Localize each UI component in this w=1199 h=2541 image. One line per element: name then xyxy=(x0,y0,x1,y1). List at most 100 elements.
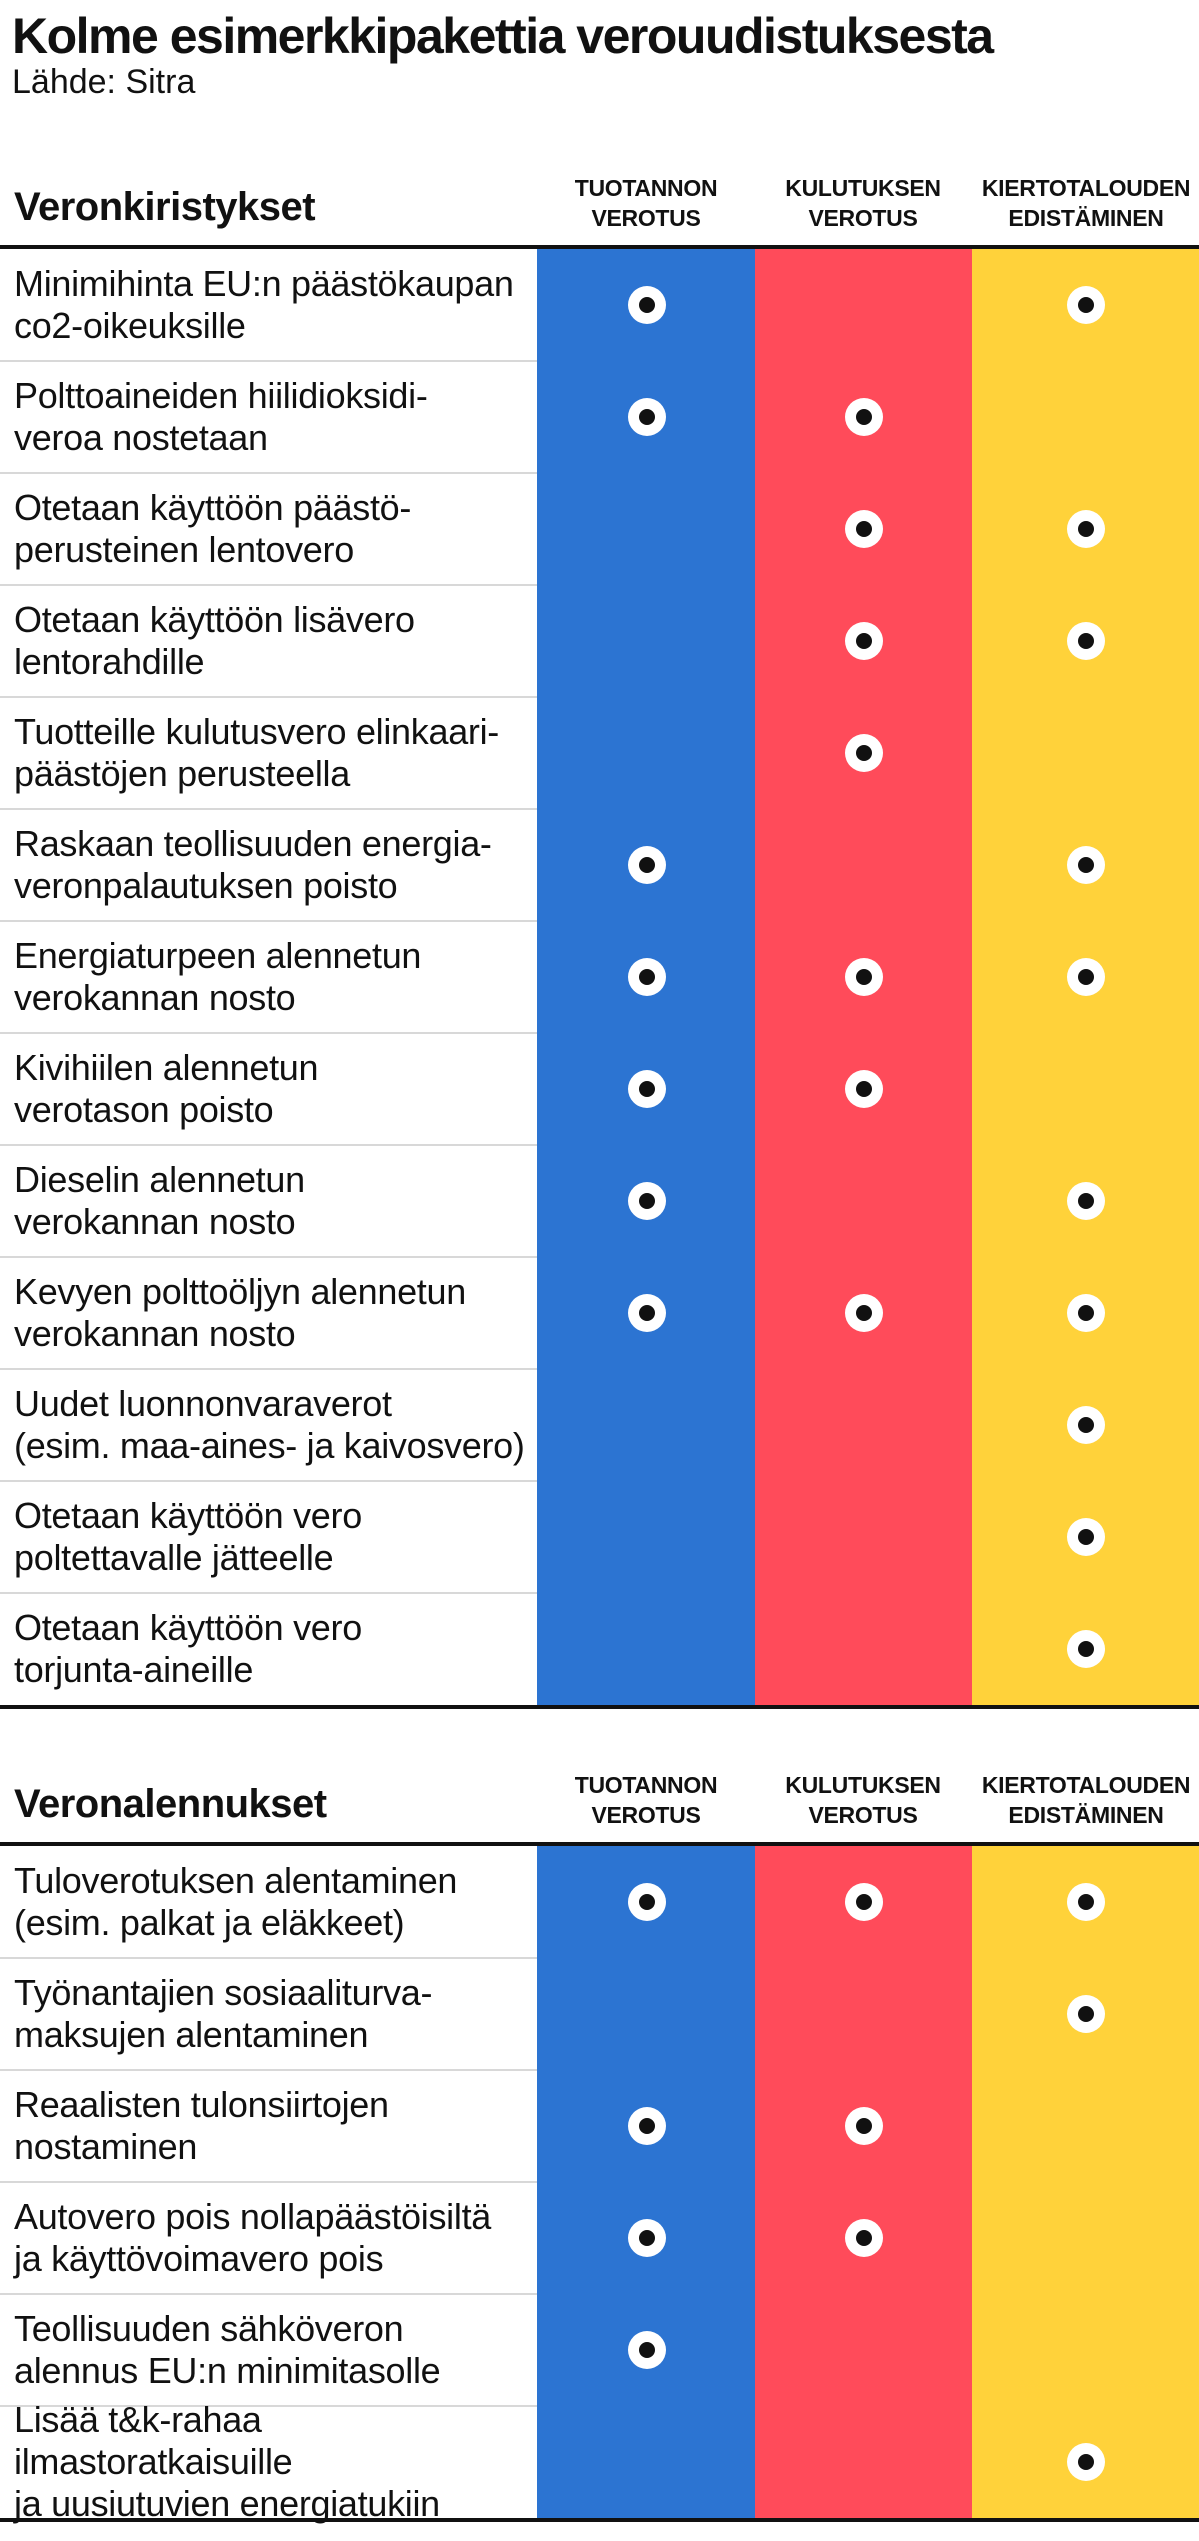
section-header: Veronalennukset TUOTANNON VEROTUS KULUTUKSE… xyxy=(0,1752,1199,1842)
row-divider xyxy=(0,1032,537,1034)
table-row: Otetaan käyttöön vero torjunta-aineille xyxy=(0,1593,1199,1705)
column-header-circular: KIERTOTALOUDEN EDISTÄMINEN xyxy=(973,1770,1199,1830)
row-label-line: Lisää t&k-rahaa ilmastoratkaisuille xyxy=(14,2399,293,2482)
mark-dot-circular xyxy=(1067,958,1105,996)
mark-dot-circular xyxy=(1067,1182,1105,1220)
row-label-line: verokannan nosto xyxy=(14,1201,296,1242)
column-header-line: TUOTANNON xyxy=(574,1772,718,1798)
row-label: Uudet luonnonvaraverot (esim. maa-aines- … xyxy=(14,1369,534,1481)
table-row: Autovero pois nollapäästöisiltä ja käyttö… xyxy=(0,2182,1199,2294)
column-header-consumption: KULUTUKSEN VEROTUS xyxy=(753,173,973,233)
row-divider xyxy=(0,584,537,586)
column-header-production: TUOTANNON VEROTUS xyxy=(536,173,756,233)
mark-dot-circular xyxy=(1067,2443,1105,2481)
row-label-line: maksujen alentaminen xyxy=(14,2014,369,2055)
row-label-line: Uudet luonnonvaraverot xyxy=(14,1383,392,1424)
row-divider xyxy=(0,472,537,474)
table-bottom-rule xyxy=(0,2518,1199,2522)
source-line: Lähde: Sitra xyxy=(12,63,196,101)
column-bar-consumption xyxy=(755,1846,972,2518)
row-label: Otetaan käyttöön vero torjunta-aineille xyxy=(14,1593,534,1705)
column-header-line: EDISTÄMINEN xyxy=(1008,205,1164,231)
section-header: Veronkiristykset TUOTANNON VEROTUS KULUTUKS… xyxy=(0,155,1199,245)
column-header-line: VEROTUS xyxy=(591,1802,701,1828)
mark-dot-circular xyxy=(1067,286,1105,324)
column-bar-production xyxy=(537,1846,755,2518)
row-label-line: lentorahdille xyxy=(14,641,205,682)
mark-dot-consumption xyxy=(845,510,883,548)
table-row: Teollisuuden sähköveron alennus EU:n mini… xyxy=(0,2294,1199,2406)
row-divider xyxy=(0,2181,537,2183)
mark-dot-production xyxy=(628,1294,666,1332)
row-label-line: verokannan nosto xyxy=(14,1313,296,1354)
table-row: Uudet luonnonvaraverot (esim. maa-aines- … xyxy=(0,1369,1199,1481)
mark-dot-consumption xyxy=(845,2219,883,2257)
mark-dot-circular xyxy=(1067,1406,1105,1444)
row-label-line: torjunta-aineille xyxy=(14,1649,254,1690)
row-label-line: Kevyen polttoöljyn alennetun xyxy=(14,1271,466,1312)
mark-dot-production xyxy=(628,1883,666,1921)
table-row: Tuotteille kulutusvero elinkaari-päästöj… xyxy=(0,697,1199,809)
column-header-consumption: KULUTUKSEN VEROTUS xyxy=(753,1770,973,1830)
row-label: Teollisuuden sähköveron alennus EU:n mini… xyxy=(14,2294,534,2406)
table-row: Tuloverotuksen alentaminen (esim. palkat … xyxy=(0,1846,1199,1958)
mark-dot-circular xyxy=(1067,1995,1105,2033)
row-divider xyxy=(0,2293,537,2295)
row-divider xyxy=(0,2069,537,2071)
mark-dot-consumption xyxy=(845,958,883,996)
mark-dot-circular xyxy=(1067,1630,1105,1668)
row-label: Otetaan käyttöön lisävero lentorahdille xyxy=(14,585,534,697)
row-label-line: Otetaan käyttöön lisävero xyxy=(14,599,415,640)
row-label-line: Reaalisten tulonsiirtojen xyxy=(14,2084,389,2125)
column-header-line: KIERTOTALOUDEN xyxy=(981,175,1191,201)
row-label-line: veroa nostetaan xyxy=(14,417,268,458)
row-label: Tuotteille kulutusvero elinkaari-päästöj… xyxy=(14,697,534,809)
row-label-line: päästöjen perusteella xyxy=(14,753,350,794)
row-label: Polttoaineiden hiilidioksidi-veroa noste… xyxy=(14,361,534,473)
section-title: Veronkiristykset xyxy=(14,185,316,229)
row-divider xyxy=(0,1480,537,1482)
row-label-line: perusteinen lentovero xyxy=(14,529,354,570)
mark-dot-production xyxy=(628,2331,666,2369)
table-row: Lisää t&k-rahaa ilmastoratkaisuille ja uu… xyxy=(0,2399,1199,2524)
row-divider xyxy=(0,2405,537,2407)
table-row: Otetaan käyttöön vero poltettavalle jätte… xyxy=(0,1481,1199,1593)
row-label-line: (esim. maa-aines- ja kaivosvero) xyxy=(14,1425,525,1466)
row-label: Kivihiilen alennetun verotason poisto xyxy=(14,1033,534,1145)
mark-dot-production xyxy=(628,958,666,996)
mark-dot-production xyxy=(628,286,666,324)
row-label: Raskaan teollisuuden energia-veronpalaut… xyxy=(14,809,534,921)
row-label-line: Tuloverotuksen alentaminen xyxy=(14,1860,458,1901)
row-label-line: veronpalautuksen poisto xyxy=(14,865,398,906)
mark-dot-production xyxy=(628,846,666,884)
mark-dot-consumption xyxy=(845,1294,883,1332)
table-row: Minimihinta EU:n päästökaupan co2-oikeuks… xyxy=(0,249,1199,361)
table-row: Raskaan teollisuuden energia-veronpalaut… xyxy=(0,809,1199,921)
table-row: Otetaan käyttöön päästö-perusteinen lent… xyxy=(0,473,1199,585)
mark-dot-production xyxy=(628,398,666,436)
row-label: Otetaan käyttöön vero poltettavalle jätte… xyxy=(14,1481,534,1593)
row-divider xyxy=(0,1144,537,1146)
column-header-circular: KIERTOTALOUDEN EDISTÄMINEN xyxy=(973,173,1199,233)
row-label-line: ja käyttövoimavero pois xyxy=(14,2238,384,2279)
table-top-rule xyxy=(0,245,1199,249)
row-label-line: nostaminen xyxy=(14,2126,198,2167)
row-divider xyxy=(0,1256,537,1258)
table-row: Kevyen polttoöljyn alennetun verokannan n… xyxy=(0,1257,1199,1369)
row-label-line: alennus EU:n minimitasolle xyxy=(14,2350,441,2391)
row-label-line: (esim. palkat ja eläkkeet) xyxy=(14,1902,405,1943)
row-divider xyxy=(0,696,537,698)
mark-dot-circular xyxy=(1067,1518,1105,1556)
page-title: Kolme esimerkkipakettia verouudistuksest… xyxy=(12,8,994,64)
mark-dot-circular xyxy=(1067,1294,1105,1332)
mark-dot-circular xyxy=(1067,846,1105,884)
row-divider xyxy=(0,1592,537,1594)
table-row: Työnantajien sosiaaliturva-maksujen alen… xyxy=(0,1958,1199,2070)
row-label-line: Energiaturpeen alennetun xyxy=(14,935,422,976)
column-header-line: KIERTOTALOUDEN xyxy=(981,1772,1191,1798)
row-label-line: Kivihiilen alennetun xyxy=(14,1047,319,1088)
column-header-line: VEROTUS xyxy=(591,205,701,231)
row-label-line: Autovero pois nollapäästöisiltä xyxy=(14,2196,491,2237)
mark-dot-circular xyxy=(1067,622,1105,660)
mark-dot-production xyxy=(628,1182,666,1220)
